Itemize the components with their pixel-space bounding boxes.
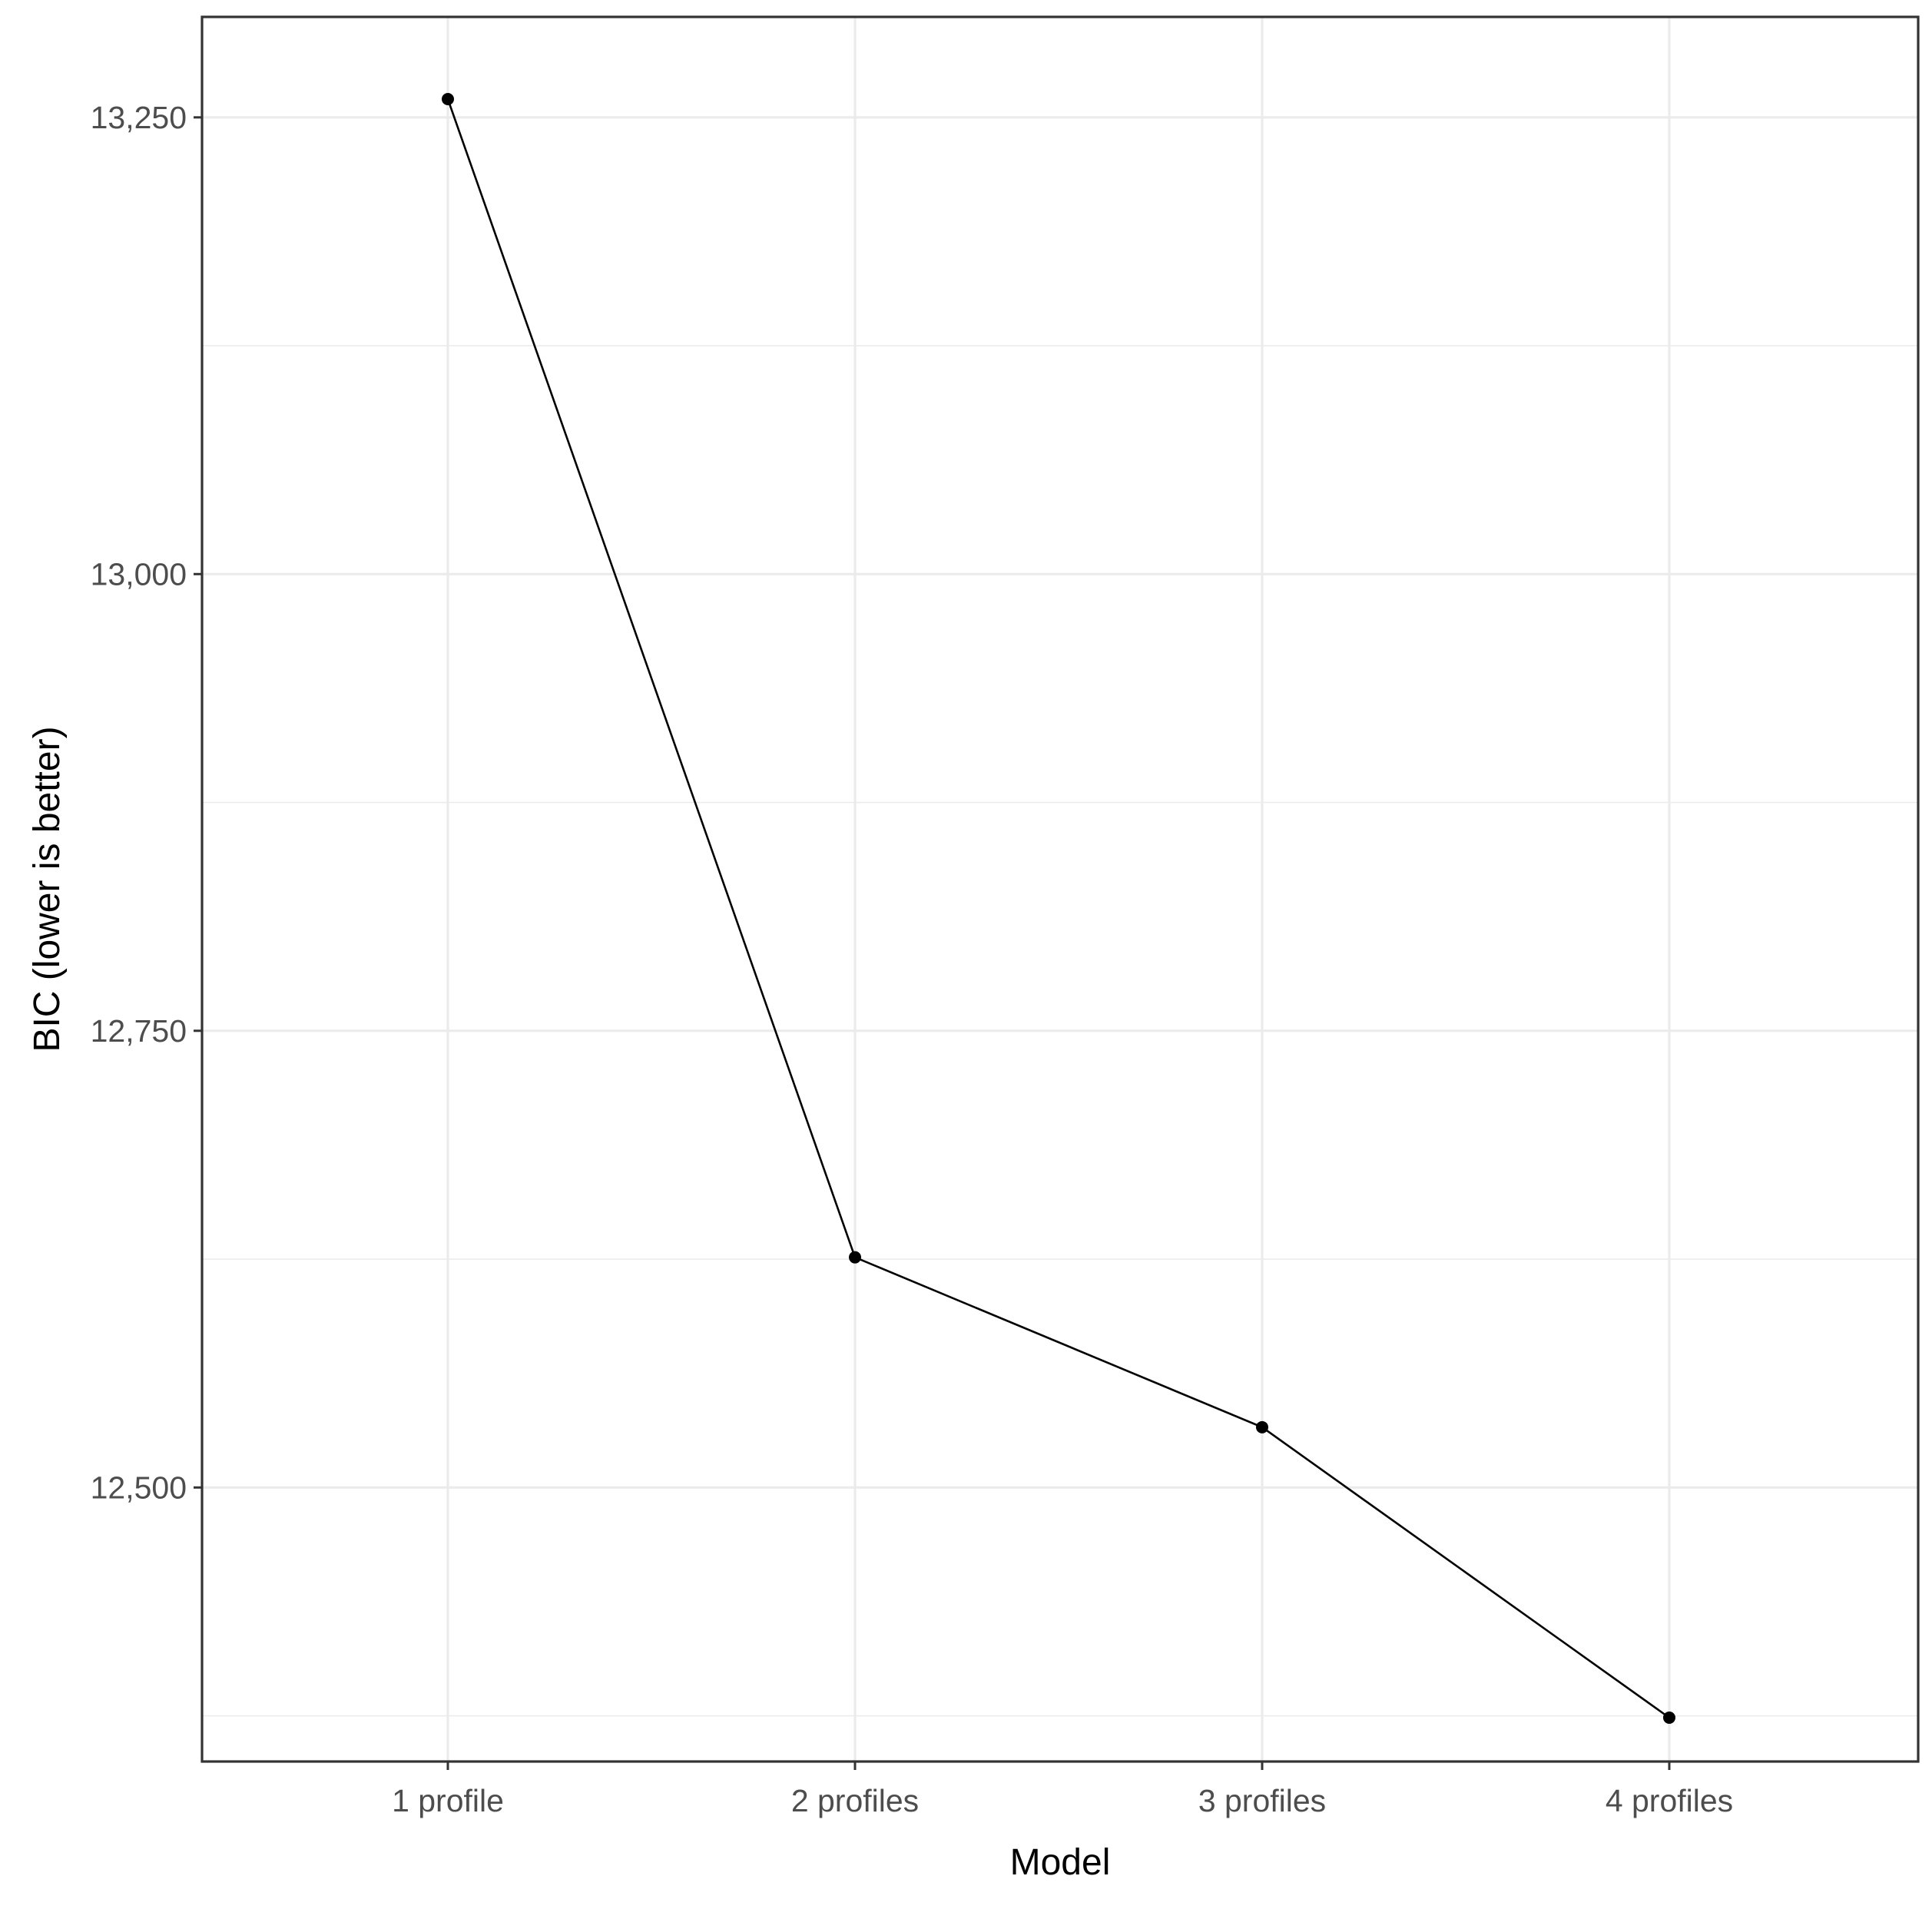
data-point — [849, 1251, 861, 1264]
x-tick-label: 3 profiles — [1198, 1783, 1326, 1818]
y-tick-label: 12,750 — [91, 1013, 187, 1049]
y-tick-label: 12,500 — [91, 1470, 187, 1505]
data-point — [1663, 1711, 1675, 1724]
axis-ticks: 12,500 12,750 13,000 13,250 1 profile 2 profi… — [91, 100, 1734, 1818]
x-tick-label: 4 profiles — [1606, 1783, 1733, 1818]
series-line — [446, 98, 1670, 1718]
x-tick-label: 2 profiles — [791, 1783, 919, 1818]
x-axis-title: Model — [1010, 1842, 1111, 1883]
series-layer — [442, 93, 1675, 1724]
x-tick-label: 1 profile — [392, 1783, 504, 1818]
y-tick-label: 13,250 — [91, 100, 187, 135]
data-point — [442, 93, 454, 106]
grid-lines — [202, 17, 1918, 1762]
data-point — [1256, 1420, 1268, 1433]
y-tick-label: 13,000 — [91, 556, 187, 592]
y-axis-title: BIC (lower is better) — [27, 726, 68, 1052]
panel-border — [200, 15, 1920, 1763]
